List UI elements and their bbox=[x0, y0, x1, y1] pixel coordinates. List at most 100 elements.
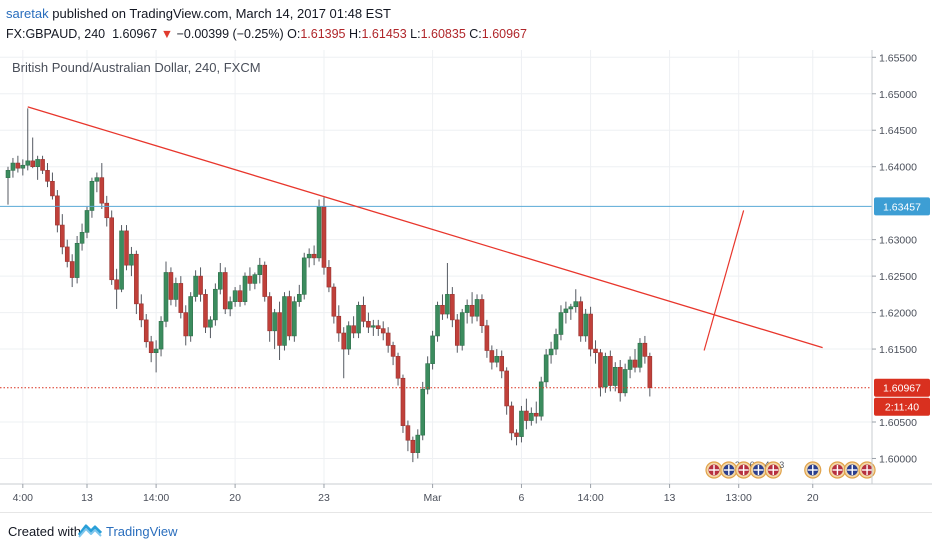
candle-body bbox=[454, 319, 460, 346]
candle-body bbox=[232, 290, 238, 302]
candle-body bbox=[617, 366, 623, 394]
candle bbox=[647, 352, 653, 397]
candle-body bbox=[143, 319, 149, 343]
time-tick-label: 6 bbox=[519, 492, 525, 504]
candle-body bbox=[153, 348, 159, 354]
candle-body bbox=[400, 377, 406, 426]
candle bbox=[311, 245, 317, 266]
candle-body bbox=[10, 162, 16, 171]
candle-body bbox=[538, 381, 544, 417]
candle bbox=[494, 349, 500, 368]
candle-body bbox=[267, 296, 272, 332]
candle-body bbox=[129, 253, 134, 266]
candle-body bbox=[484, 325, 490, 351]
candle-body bbox=[494, 356, 500, 363]
candle-body bbox=[188, 296, 193, 337]
candle bbox=[519, 405, 524, 443]
candle-body bbox=[642, 342, 648, 357]
candle-body bbox=[183, 312, 189, 337]
candle bbox=[124, 225, 129, 271]
candle bbox=[301, 252, 307, 300]
candle-body bbox=[627, 359, 633, 370]
tradingview-logo-icon bbox=[78, 524, 102, 538]
candle bbox=[390, 341, 396, 366]
candle-body bbox=[435, 304, 440, 337]
open-label: O: bbox=[287, 27, 301, 41]
candle bbox=[242, 272, 248, 306]
candle bbox=[469, 292, 475, 324]
candle-body bbox=[158, 321, 164, 350]
candle bbox=[553, 328, 559, 355]
candle bbox=[129, 246, 134, 277]
close-label: C: bbox=[469, 27, 482, 41]
candle bbox=[30, 137, 35, 169]
candle-body bbox=[341, 332, 347, 350]
candle bbox=[563, 301, 569, 324]
price-tick-label: 1.61500 bbox=[879, 344, 917, 356]
publisher-link[interactable]: saretak bbox=[6, 6, 49, 21]
candle-body bbox=[163, 272, 169, 322]
time-tick-label: 20 bbox=[229, 492, 241, 504]
candle-body bbox=[296, 294, 302, 302]
candle bbox=[464, 299, 470, 324]
candle-body bbox=[321, 206, 327, 268]
candle bbox=[356, 301, 361, 339]
candle-body bbox=[622, 369, 628, 394]
candle bbox=[198, 267, 203, 302]
candle bbox=[262, 261, 268, 302]
candle-body bbox=[445, 294, 450, 315]
candle bbox=[60, 214, 65, 255]
event-marker: 3 bbox=[764, 460, 784, 479]
high-label: H: bbox=[348, 27, 362, 41]
candlestick-chart[interactable]: 2643 1.60000 1.60500 1.61500 1.62000 1.62500… bbox=[0, 50, 932, 512]
economic-events: 2643 bbox=[705, 460, 876, 479]
candle bbox=[573, 289, 579, 313]
candle-body bbox=[351, 325, 356, 334]
candle bbox=[74, 236, 80, 284]
candle bbox=[632, 349, 638, 373]
candle-body bbox=[459, 312, 465, 346]
candle-body bbox=[213, 288, 218, 321]
candle-body bbox=[637, 342, 643, 368]
price-axis[interactable]: 1.60000 1.60500 1.61500 1.62000 1.62500 1.630… bbox=[872, 52, 930, 465]
candle bbox=[114, 268, 119, 309]
candle-body bbox=[227, 301, 233, 310]
candle bbox=[627, 356, 633, 379]
candle bbox=[400, 374, 406, 433]
candle bbox=[143, 314, 149, 348]
time-tick-label: 20 bbox=[807, 492, 819, 504]
candle-body bbox=[217, 272, 223, 290]
candle-body bbox=[405, 425, 411, 441]
candle-body bbox=[514, 432, 519, 437]
candle bbox=[153, 340, 159, 373]
candle bbox=[282, 292, 287, 351]
candle-body bbox=[479, 299, 485, 327]
candle bbox=[55, 190, 60, 233]
candle bbox=[598, 349, 603, 397]
candle-body bbox=[632, 359, 638, 368]
candle-body bbox=[208, 319, 213, 328]
tradingview-brand-link[interactable]: TradingView bbox=[106, 524, 178, 539]
candle bbox=[509, 401, 514, 441]
price-tick-label: 1.62500 bbox=[879, 271, 917, 283]
candle bbox=[267, 292, 272, 342]
countdown-badge bbox=[874, 397, 930, 416]
candle-body bbox=[361, 304, 366, 322]
candle bbox=[247, 267, 253, 291]
candle-body bbox=[55, 195, 60, 226]
time-tick-label: 13 bbox=[664, 492, 676, 504]
chart-header: saretak published on TradingView.com, Ma… bbox=[0, 0, 932, 50]
candle-body bbox=[326, 267, 332, 288]
candle bbox=[410, 436, 416, 463]
candle-body bbox=[558, 312, 564, 335]
candle-body bbox=[588, 313, 593, 350]
candle-body bbox=[30, 160, 35, 168]
candle bbox=[89, 177, 95, 218]
candle bbox=[10, 157, 16, 178]
candle-body bbox=[464, 304, 470, 313]
countdown-label: 2:11:40 bbox=[885, 402, 919, 414]
candle-body bbox=[15, 162, 21, 169]
candle-body bbox=[292, 301, 297, 337]
candle bbox=[440, 294, 445, 320]
time-axis[interactable]: 4:00 13 14:00 20 23 Mar 6 14:00 13 13:00 20 bbox=[13, 484, 819, 504]
